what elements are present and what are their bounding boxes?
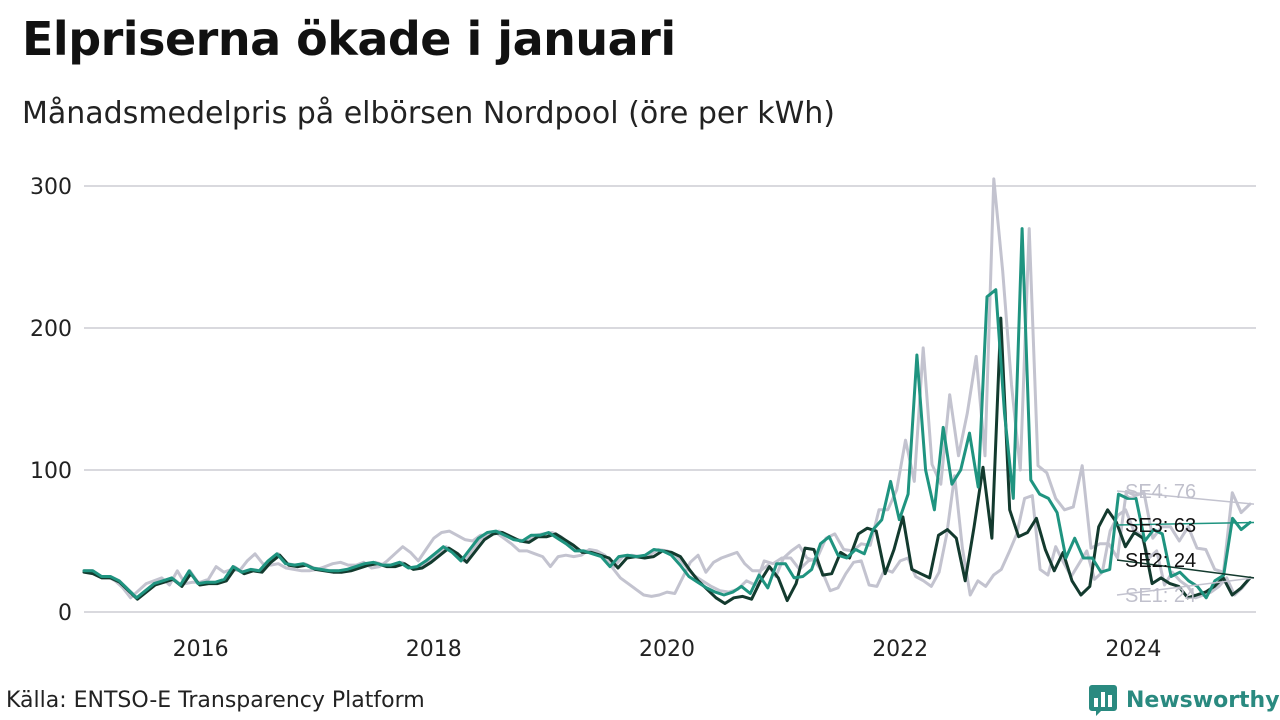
series-line-se1: [82, 474, 1252, 600]
end-label-connector: [1116, 577, 1255, 596]
y-tick-label: 0: [58, 601, 72, 626]
end-label-se2: SE2: 24: [1125, 550, 1196, 572]
end-label-se4: SE4: 76: [1125, 481, 1196, 503]
x-tick-label: 2024: [1105, 637, 1161, 662]
x-tick-label: 2020: [639, 637, 695, 662]
end-label-se3: SE3: 63: [1125, 515, 1196, 537]
end-label-connector: [1116, 521, 1255, 526]
bar-chart-speech-bubble-icon: [1089, 685, 1117, 716]
series-line-se4: [82, 177, 1252, 600]
end-label-se1: SE1: 24: [1125, 585, 1196, 607]
gridlines: [84, 185, 1256, 613]
series-end-labels: SE1: 24 SE2: 24 SE3: 63 SE4: 76: [1116, 481, 1255, 607]
end-label-connector: [1116, 490, 1255, 505]
brand-name: Newsworthy: [1126, 687, 1280, 713]
series-lines: [82, 177, 1252, 605]
end-label-connector: [1116, 559, 1255, 579]
y-tick-label: 300: [30, 175, 72, 200]
source-note: Källa: ENTSO-E Transparency Platform: [6, 688, 425, 713]
y-axis-ticks: 0 100 200 300: [30, 175, 72, 626]
x-tick-label: 2016: [173, 637, 229, 662]
x-axis-ticks: 2016 2018 2020 2022 2024: [173, 637, 1162, 662]
y-tick-label: 200: [30, 317, 72, 342]
chart-title: Elpriserna ökade i januari: [22, 12, 676, 66]
x-tick-label: 2018: [406, 637, 462, 662]
series-line-se3: [82, 227, 1252, 600]
y-tick-label: 100: [30, 459, 72, 484]
chart-subtitle: Månadsmedelpris på elbörsen Nordpool (ör…: [22, 96, 835, 131]
x-tick-label: 2022: [872, 637, 928, 662]
brand-logo: Newsworthy: [1088, 683, 1280, 717]
